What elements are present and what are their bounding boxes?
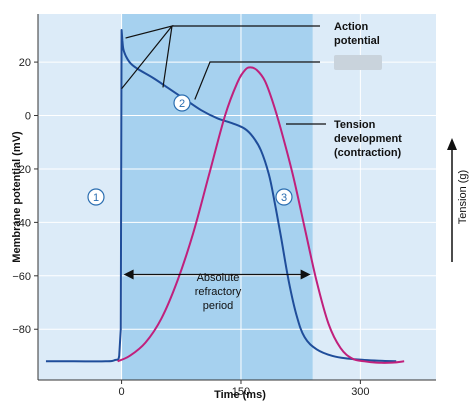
phase-marker xyxy=(275,188,293,206)
phase-number: 1 xyxy=(93,192,99,204)
action-potential-leader xyxy=(162,25,173,88)
annotation-layer: Action potential Tension development (contra… xyxy=(87,21,457,312)
refractory-arrowhead-left xyxy=(123,269,134,280)
phase-number: 3 xyxy=(281,192,287,204)
y-tick-label: −60 xyxy=(12,271,31,283)
refractory-label: Absolute xyxy=(197,272,240,284)
x-tick-label: 300 xyxy=(351,386,369,398)
y-tick-label: −20 xyxy=(12,164,31,176)
tension-label: development xyxy=(334,133,402,145)
refractory-arrowhead-right xyxy=(300,269,311,280)
tension-axis-title: Tension (g) xyxy=(457,170,469,224)
y-tick-label: 0 xyxy=(25,111,31,123)
tension-line xyxy=(117,66,405,364)
action-potential-label: potential xyxy=(334,35,380,47)
refractory-label: refractory xyxy=(195,286,242,298)
y-ticks: 20 0 −20 −40 −60 −80 xyxy=(12,57,38,336)
tension-arrowhead xyxy=(447,138,457,150)
y-tick-label: −80 xyxy=(12,324,31,336)
x-tick-label: 0 xyxy=(119,386,125,398)
phase-number: 2 xyxy=(179,98,185,110)
plateau-leader xyxy=(194,61,320,100)
y-tick-label: −40 xyxy=(12,217,31,229)
action-potential-label: Action xyxy=(334,21,369,33)
y-axis-title: Membrane potential (mV) xyxy=(11,131,23,263)
phase-marker xyxy=(173,94,191,112)
action-potential-line xyxy=(45,29,397,363)
tension-label: Tension xyxy=(334,119,376,131)
x-axis-title: Time (ms) xyxy=(214,389,266,401)
x-tick-label: 150 xyxy=(232,386,250,398)
x-ticks: 0 150 300 xyxy=(119,380,370,398)
tension-label: (contraction) xyxy=(334,147,402,159)
axes xyxy=(37,14,436,381)
y-tick-label: 20 xyxy=(19,57,31,69)
obscured-label xyxy=(334,55,382,70)
series-layer xyxy=(45,29,405,364)
phase-marker xyxy=(87,188,105,206)
refractory-label: period xyxy=(203,300,234,312)
